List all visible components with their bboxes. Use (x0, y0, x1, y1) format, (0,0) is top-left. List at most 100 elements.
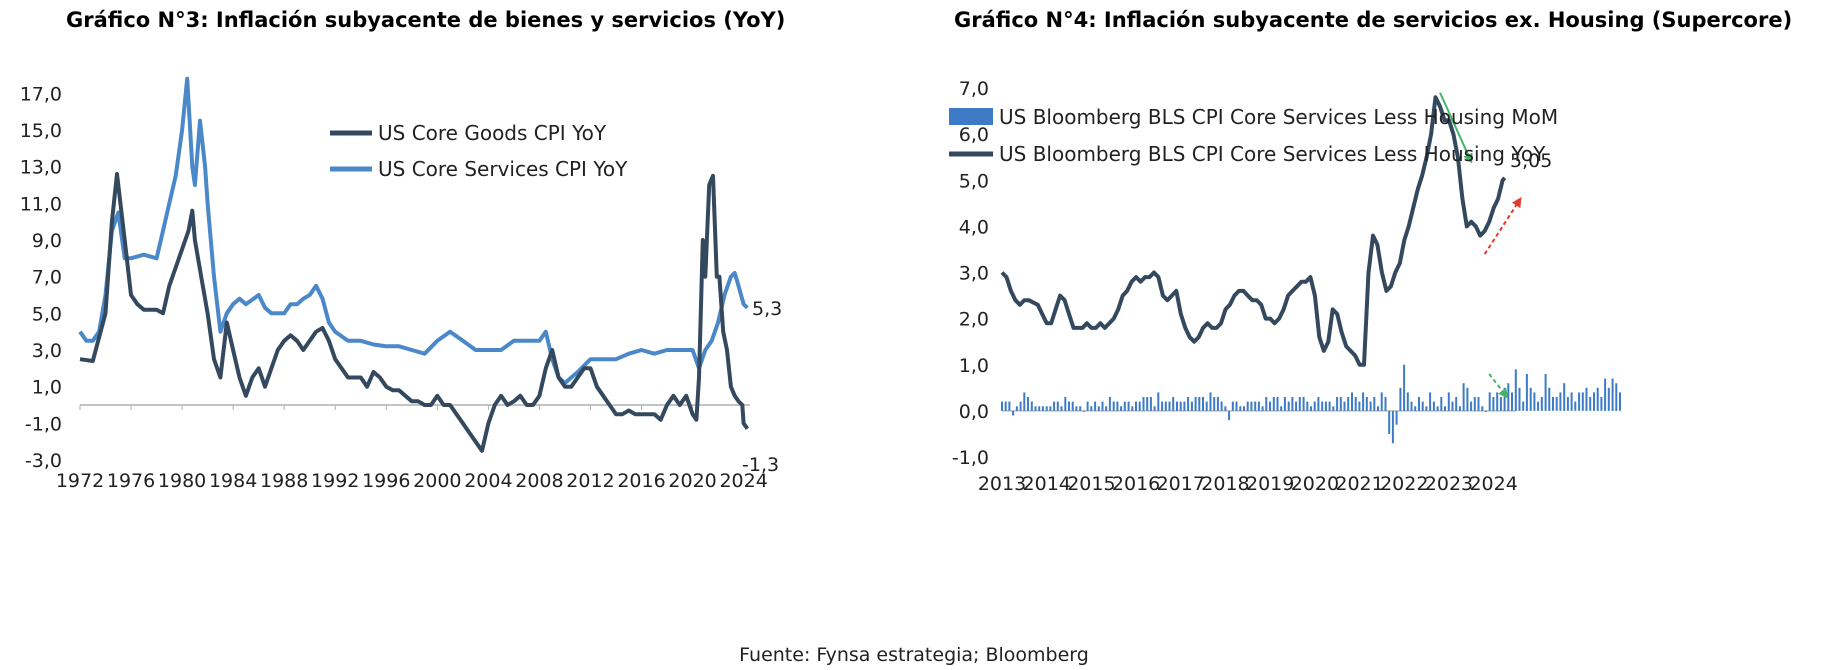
x-tick-label: 2020 (1291, 473, 1339, 495)
mom-bar (1004, 401, 1007, 411)
mom-bar (1216, 397, 1219, 411)
mom-bar (1127, 401, 1130, 411)
x-tick-label: 1980 (158, 470, 206, 492)
mom-bar (1280, 406, 1283, 411)
mom-bar (1276, 397, 1279, 411)
mom-bar (1131, 406, 1134, 411)
mom-bar (1108, 397, 1111, 411)
x-tick-label: 2019 (1246, 473, 1294, 495)
mom-bar (1116, 401, 1119, 411)
mom-bar (1365, 397, 1368, 411)
mom-bar (1149, 397, 1152, 411)
series-line-core-goods (79, 172, 750, 453)
mom-bar (1082, 410, 1085, 412)
mom-bar (1458, 406, 1461, 411)
mom-bar (1056, 401, 1059, 411)
mom-bar (1436, 406, 1439, 411)
chart3-title: Gráfico N°3: Inflación subyacente de bie… (66, 8, 786, 32)
y-tick-label: 2,0 (959, 309, 989, 331)
mom-bar (1030, 401, 1033, 411)
mom-bar (1194, 397, 1197, 411)
mom-bar (1306, 401, 1309, 411)
mom-bar (1384, 397, 1387, 411)
mom-bar (1373, 397, 1376, 411)
mom-bar (1228, 410, 1231, 421)
mom-bar (1209, 392, 1212, 411)
y-tick-label: -1,0 (25, 413, 62, 435)
x-tick-label: 2012 (566, 470, 614, 492)
mom-bar (1488, 392, 1491, 411)
legend-label: US Bloomberg BLS CPI Core Services Less … (999, 105, 1558, 129)
mom-bar (1455, 397, 1458, 411)
x-tick-label: 2008 (515, 470, 563, 492)
mom-bar (1060, 406, 1063, 411)
y-tick-label: 4,0 (959, 216, 989, 238)
x-tick-label: 2023 (1425, 473, 1473, 495)
mom-bar (1388, 410, 1391, 434)
mom-bar (1596, 387, 1599, 411)
mom-bar (1514, 369, 1517, 411)
mom-bar (1075, 406, 1078, 411)
mom-bar (1001, 401, 1003, 411)
x-tick-label: 2024 (1469, 473, 1517, 495)
x-tick-label: 2015 (1067, 473, 1115, 495)
mom-bar (1231, 401, 1234, 411)
mom-bar (1157, 392, 1160, 411)
mom-bar (1012, 410, 1015, 416)
mom-bar (1291, 397, 1294, 411)
x-tick-label: 2014 (1023, 473, 1071, 495)
mom-bar (1265, 397, 1268, 411)
trend-arrow-down (1439, 92, 1473, 164)
y-tick-label: 0,0 (959, 401, 989, 423)
mom-bar (1064, 397, 1067, 411)
legend-label: US Bloomberg BLS CPI Core Services Less … (999, 142, 1546, 166)
mom-bar (1585, 387, 1588, 411)
mom-bar (1496, 392, 1499, 411)
mom-bar (1403, 364, 1406, 411)
mom-bar (1566, 397, 1569, 411)
mom-bar (1354, 397, 1357, 411)
x-tick-label: 1988 (260, 470, 308, 492)
mom-bar (1440, 397, 1443, 411)
mom-bar (1105, 406, 1108, 411)
x-tick-label: 2000 (413, 470, 461, 492)
annotation-label: 5,05 (1510, 150, 1552, 172)
mom-bar (1142, 397, 1145, 411)
mom-bar (1164, 401, 1167, 411)
mom-bar (1038, 406, 1041, 411)
x-tick-label: 2017 (1157, 473, 1205, 495)
mom-bar (1581, 392, 1584, 411)
mom-bar (1313, 401, 1316, 411)
mom-bar (1399, 387, 1402, 411)
mom-bar (1432, 401, 1435, 411)
mom-bar (1485, 410, 1487, 412)
mom-bar (1243, 406, 1245, 411)
annotation-label: 5,3 (752, 298, 782, 320)
x-tick-label: 2004 (464, 470, 512, 492)
y-tick-label: 7,0 (32, 267, 62, 289)
y-tick-label: 5,0 (32, 303, 62, 325)
mom-bar (1470, 401, 1473, 411)
mom-bar (1023, 392, 1026, 411)
mom-bar (1239, 406, 1242, 411)
mom-bar (1317, 397, 1320, 411)
mom-bar (1414, 406, 1417, 411)
mom-bar (1462, 383, 1465, 411)
mom-bar (1380, 392, 1383, 411)
y-tick-label: 13,0 (20, 157, 62, 179)
mom-bar (1261, 406, 1264, 411)
mom-bar (1511, 392, 1513, 411)
mom-bar (1336, 397, 1339, 411)
mom-bar (1298, 397, 1301, 411)
mom-bar (1176, 401, 1178, 411)
mom-bar (1328, 401, 1331, 411)
mom-bar (1351, 392, 1353, 411)
mom-bar (1410, 401, 1413, 411)
x-tick-label: 2013 (978, 473, 1026, 495)
mom-bar (1369, 401, 1372, 411)
chart3-svg: 17,015,013,011,09,07,05,03,01,0-1,0-3,01… (20, 76, 782, 492)
legend-swatch-bar (949, 108, 993, 125)
mom-bar (1552, 397, 1554, 411)
mom-bar (1254, 401, 1257, 411)
mom-bar (1112, 401, 1115, 411)
